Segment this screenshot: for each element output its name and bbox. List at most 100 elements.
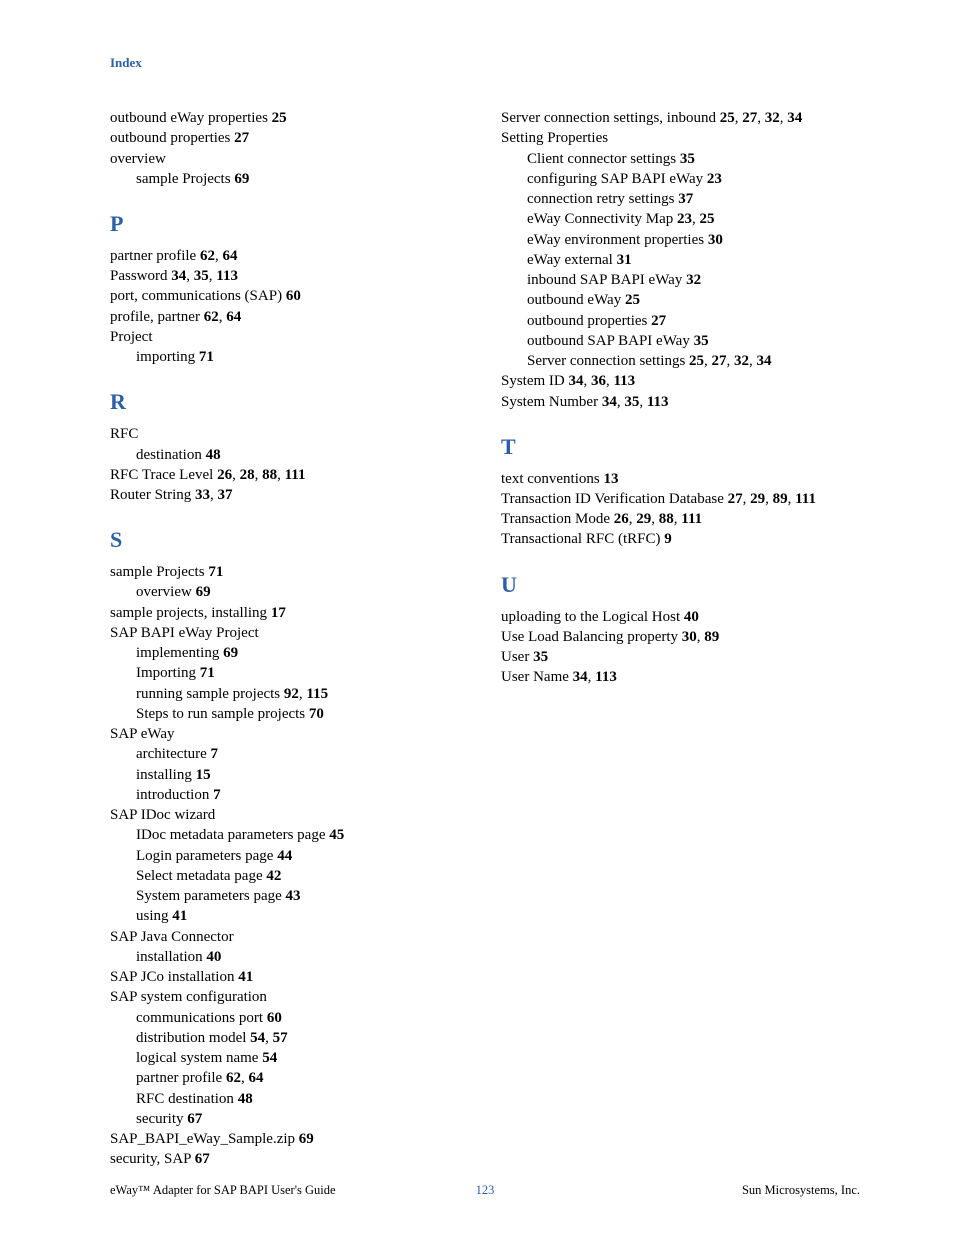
page-ref: 29 [750, 491, 765, 507]
page-ref: 113 [595, 669, 617, 685]
page-ref: 64 [226, 309, 241, 325]
index-subentry: IDoc metadata parameters page 45 [110, 825, 469, 845]
index-entry: SAP Java Connector [110, 927, 469, 947]
index-subentry: Server connection settings 25, 27, 32, 3… [501, 351, 860, 371]
index-subentry: eWay environment properties 30 [501, 230, 860, 250]
index-entry: System ID 34, 36, 113 [501, 371, 860, 391]
index-entry: SAP JCo installation 41 [110, 967, 469, 987]
page-ref: 26 [614, 511, 629, 527]
index-subentry: sample Projects 69 [110, 169, 469, 189]
page-ref: 60 [267, 1010, 282, 1026]
index-subentry: using 41 [110, 906, 469, 926]
page-ref: 113 [647, 394, 669, 410]
index-column-right: Server connection settings, inbound 25, … [501, 108, 860, 1169]
page-ref: 34 [787, 110, 802, 126]
page-ref: 64 [222, 248, 237, 264]
index-subentry: Select metadata page 42 [110, 866, 469, 886]
index-subentry: architecture 7 [110, 744, 469, 764]
page-ref: 113 [614, 373, 636, 389]
page-ref: 27 [742, 110, 757, 126]
page-ref: 88 [262, 467, 277, 483]
index-subentry: importing 71 [110, 347, 469, 367]
index-entry: outbound eWay properties 25 [110, 108, 469, 128]
page-ref: 42 [266, 868, 281, 884]
page-ref: 34 [602, 394, 617, 410]
index-entry: Project [110, 327, 469, 347]
page-ref: 30 [708, 232, 723, 248]
index-subentry: distribution model 54, 57 [110, 1028, 469, 1048]
page-ref: 48 [206, 447, 221, 463]
index-entry: security, SAP 67 [110, 1149, 469, 1169]
page-ref: 32 [734, 353, 749, 369]
page-ref: 34 [171, 268, 186, 284]
page-ref: 45 [329, 827, 344, 843]
page-ref: 35 [624, 394, 639, 410]
page-ref: 113 [216, 268, 238, 284]
page-ref: 25 [720, 110, 735, 126]
index-entry: sample projects, installing 17 [110, 603, 469, 623]
page-ref: 25 [272, 110, 287, 126]
page-ref: 41 [238, 969, 253, 985]
footer-left: eWay™ Adapter for SAP BAPI User's Guide [110, 1182, 336, 1200]
index-subentry: security 67 [110, 1109, 469, 1129]
index-entry: partner profile 62, 64 [110, 246, 469, 266]
page-ref: 28 [240, 467, 255, 483]
index-entry: Transaction ID Verification Database 27,… [501, 489, 860, 509]
page-ref: 35 [533, 649, 548, 665]
page-ref: 32 [686, 272, 701, 288]
page-ref: 37 [218, 487, 233, 503]
page-ref: 111 [795, 491, 816, 507]
page-ref: 71 [200, 665, 215, 681]
index-entry: Transaction Mode 26, 29, 88, 111 [501, 509, 860, 529]
index-subentry: System parameters page 43 [110, 886, 469, 906]
index-entry: Use Load Balancing property 30, 89 [501, 627, 860, 647]
index-entry: Setting Properties [501, 128, 860, 148]
page-ref: 69 [234, 171, 249, 187]
index-subentry: implementing 69 [110, 643, 469, 663]
page-ref: 7 [211, 746, 219, 762]
page-ref: 27 [651, 313, 666, 329]
page-ref: 54 [262, 1050, 277, 1066]
index-subentry: logical system name 54 [110, 1048, 469, 1068]
index-column-left: outbound eWay properties 25outbound prop… [110, 108, 469, 1169]
index-entry: port, communications (SAP) 60 [110, 286, 469, 306]
index-subentry: eWay Connectivity Map 23, 25 [501, 209, 860, 229]
index-entry: SAP_BAPI_eWay_Sample.zip 69 [110, 1129, 469, 1149]
index-subentry: communications port 60 [110, 1008, 469, 1028]
index-entry: uploading to the Logical Host 40 [501, 607, 860, 627]
index-entry: overview [110, 149, 469, 169]
page-ref: 34 [569, 373, 584, 389]
page-ref: 64 [248, 1070, 263, 1086]
page-ref: 15 [196, 767, 211, 783]
index-subentry: outbound SAP BAPI eWay 35 [501, 331, 860, 351]
index-columns: outbound eWay properties 25outbound prop… [110, 108, 860, 1169]
index-subentry: overview 69 [110, 582, 469, 602]
page-ref: 71 [199, 349, 214, 365]
page-ref: 34 [757, 353, 772, 369]
page-ref: 25 [689, 353, 704, 369]
page-ref: 36 [591, 373, 606, 389]
index-subentry: outbound eWay 25 [501, 290, 860, 310]
page-ref: 57 [273, 1030, 288, 1046]
page-footer: eWay™ Adapter for SAP BAPI User's Guide … [110, 1182, 860, 1200]
index-entry: Server connection settings, inbound 25, … [501, 108, 860, 128]
index-letter: S [110, 525, 469, 556]
index-entry: System Number 34, 35, 113 [501, 392, 860, 412]
index-subentry: eWay external 31 [501, 250, 860, 270]
page-ref: 62 [204, 309, 219, 325]
index-entry: Transactional RFC (tRFC) 9 [501, 529, 860, 549]
index-subentry: RFC destination 48 [110, 1089, 469, 1109]
page-ref: 33 [195, 487, 210, 503]
page-ref: 67 [187, 1111, 202, 1127]
page-ref: 111 [681, 511, 702, 527]
page-ref: 30 [682, 629, 697, 645]
index-entry: User 35 [501, 647, 860, 667]
page-ref: 29 [636, 511, 651, 527]
footer-page-number: 123 [476, 1182, 495, 1200]
index-subentry: inbound SAP BAPI eWay 32 [501, 270, 860, 290]
page-ref: 40 [206, 949, 221, 965]
index-subentry: Steps to run sample projects 70 [110, 704, 469, 724]
page-ref: 70 [309, 706, 324, 722]
index-entry: Router String 33, 37 [110, 485, 469, 505]
page-ref: 25 [700, 211, 715, 227]
